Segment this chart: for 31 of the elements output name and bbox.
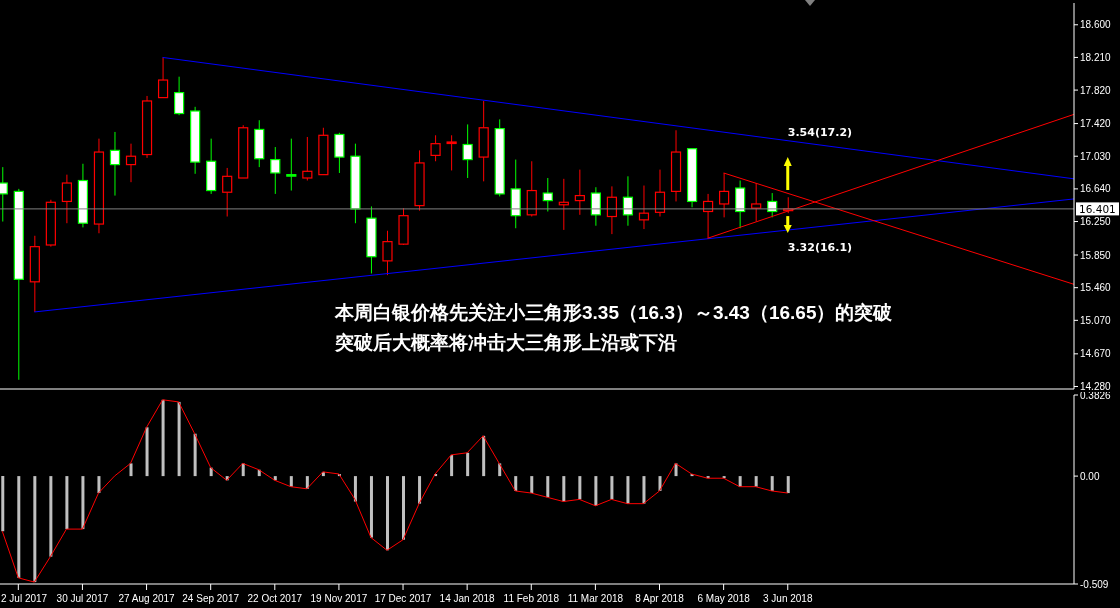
y-tick-label: 15.850: [1080, 249, 1112, 261]
y-tick-label: -0.509: [1080, 578, 1109, 590]
y-tick-label: 18.600: [1080, 19, 1112, 31]
x-tick-label: 24 Sep 2017: [182, 593, 240, 604]
y-tick-label: 0.00: [1080, 470, 1100, 482]
y-tick-label: 15.460: [1080, 282, 1112, 294]
y-tick-label: 14.670: [1080, 348, 1112, 360]
x-tick-label: 11 Mar 2018: [567, 593, 624, 604]
y-tick-label: 16.640: [1080, 183, 1112, 195]
x-tick-label: 17 Dec 2017: [374, 593, 432, 604]
x-tick-label: 11 Feb 2018: [503, 593, 560, 604]
annotation: 本周白银价格先关注小三角形3.35（16.3）～3.43（16.65）的突破: [335, 301, 893, 325]
x-tick-label: 8 Apr 2018: [635, 593, 685, 604]
x-tick-label: 6 May 2018: [697, 593, 751, 604]
y-tick-label: 16.250: [1080, 216, 1112, 228]
y-tick-label: 17.030: [1080, 150, 1112, 162]
ref-line-label: 16.401: [1079, 202, 1116, 215]
x-tick-label: 2 Jul 2017: [1, 593, 48, 604]
annotation: 3.54(17.2): [787, 125, 853, 139]
y-tick-label: 18.210: [1080, 51, 1112, 63]
x-tick-label: 3 Jun 2018: [763, 593, 813, 604]
x-tick-label: 30 Jul 2017: [56, 593, 109, 604]
x-tick-label: 27 Aug 2017: [118, 593, 176, 604]
annotation: 突破后大概率将冲击大三角形上沿或下沿: [335, 331, 677, 355]
x-tick-label: 22 Oct 2017: [247, 593, 303, 604]
annotation: 3.32(16.1): [787, 241, 853, 255]
y-tick-label: 17.820: [1080, 84, 1112, 96]
x-tick-label: 14 Jan 2018: [439, 593, 496, 604]
y-tick-label: 17.420: [1080, 118, 1112, 130]
x-tick-label: 19 Nov 2017: [310, 593, 368, 604]
y-tick-label: 15.070: [1080, 314, 1112, 326]
